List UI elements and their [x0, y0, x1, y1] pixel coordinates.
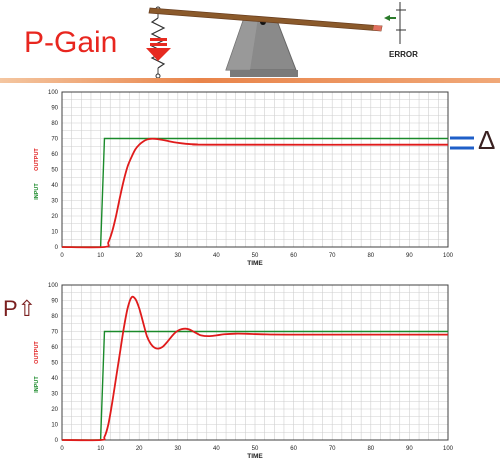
x-tick-label: 60	[290, 253, 297, 259]
fulcrum-icon	[225, 17, 298, 77]
delta-marks	[450, 136, 474, 150]
y-tick-label: 50	[51, 168, 58, 174]
x-tick-label: 20	[136, 446, 143, 452]
x-axis-label: TIME	[247, 453, 263, 460]
y-tick-label: 10	[51, 423, 58, 429]
y-axis-label-output: OUTPUT	[34, 341, 40, 364]
error-label: ERROR	[389, 50, 418, 59]
lever-beam	[148, 7, 383, 32]
y-tick-label: 90	[51, 106, 58, 112]
y-tick-label: 0	[55, 245, 59, 251]
y-tick-label: 60	[51, 152, 58, 158]
y-tick-label: 80	[51, 314, 58, 320]
y-tick-label: 100	[48, 283, 59, 289]
y-tick-label: 70	[51, 330, 58, 336]
x-axis-label: TIME	[247, 260, 263, 267]
plot-frame	[61, 91, 449, 248]
x-tick-label: 100	[443, 253, 454, 259]
chart-high-gain: 0 10 20 30 40 50 60 70 80 90 100 0 10 20 30 40 50 60 70 80 9…	[34, 283, 454, 460]
y-tick-label: 90	[51, 299, 58, 305]
x-tick-label: 20	[136, 253, 143, 259]
series-line-output	[61, 137, 449, 249]
x-tick-label: 40	[213, 253, 220, 259]
y-tick-label: 0	[55, 438, 59, 444]
x-tick-label: 80	[367, 446, 374, 452]
x-tick-label: 70	[329, 253, 336, 259]
y-tick-label: 30	[51, 392, 58, 398]
y-axis-label-input: INPUT	[34, 183, 40, 200]
y-axis-label-input: INPUT	[34, 376, 40, 393]
x-tick-label: 90	[406, 253, 413, 259]
y-tick-label: 10	[51, 230, 58, 236]
y-tick-label: 30	[51, 199, 58, 205]
y-tick-label: 20	[51, 407, 58, 413]
y-tick-label: 50	[51, 361, 58, 367]
x-tick-label: 90	[406, 446, 413, 452]
x-tick-label: 0	[60, 446, 64, 452]
slide-title: P-Gain	[24, 26, 118, 59]
x-tick-label: 50	[252, 253, 259, 259]
x-tick-label: 70	[329, 446, 336, 452]
x-tick-label: 80	[367, 253, 374, 259]
series-line-output	[61, 295, 449, 442]
x-tick-label: 0	[60, 253, 64, 259]
x-tick-label: 10	[97, 446, 104, 452]
x-tick-label: 30	[174, 446, 181, 452]
x-tick-label: 40	[213, 446, 220, 452]
x-tick-label: 60	[290, 446, 297, 452]
plot-frame	[61, 284, 449, 441]
y-tick-label: 70	[51, 137, 58, 143]
y-axis-label-output: OUTPUT	[34, 148, 40, 171]
x-tick-label: 10	[97, 253, 104, 259]
header-divider	[0, 78, 500, 83]
x-tick-label: 50	[252, 446, 259, 452]
seesaw-illustration	[146, 2, 406, 79]
spring-icon	[150, 6, 166, 79]
x-tick-label: 30	[174, 253, 181, 259]
error-indicator	[384, 2, 406, 44]
y-tick-label: 60	[51, 345, 58, 351]
delta-symbol: Δ	[478, 125, 496, 155]
x-tick-label: 100	[443, 446, 454, 452]
chart-low-gain: 0 10 20 30 40 50 60 70 80 90 100 0 10 20 30 40 50 60 70 80 9…	[34, 90, 454, 267]
y-tick-label: 40	[51, 376, 58, 382]
y-tick-label: 100	[48, 90, 59, 96]
y-tick-label: 40	[51, 183, 58, 189]
force-arrow-icon	[146, 38, 171, 61]
p-gain-increase-label: P⇧	[3, 296, 37, 321]
y-tick-label: 20	[51, 214, 58, 220]
y-tick-label: 80	[51, 121, 58, 127]
